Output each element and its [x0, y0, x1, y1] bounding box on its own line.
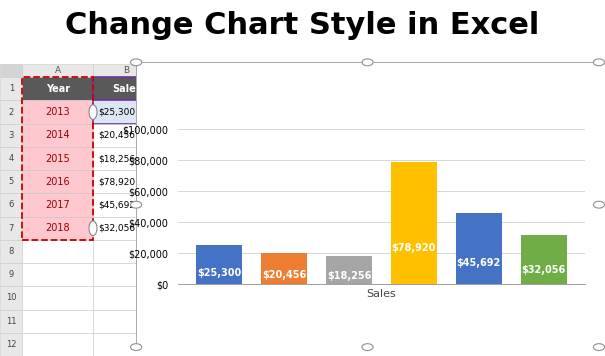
Text: Year: Year — [45, 84, 70, 94]
Text: 8: 8 — [8, 247, 14, 256]
Text: 3: 3 — [8, 131, 14, 140]
Circle shape — [131, 344, 142, 351]
Bar — [22, 240, 93, 263]
Bar — [22, 100, 93, 124]
Text: $18,256: $18,256 — [98, 154, 135, 163]
Bar — [93, 100, 160, 124]
Circle shape — [362, 59, 373, 66]
Bar — [0, 309, 22, 333]
Text: $32,056: $32,056 — [522, 265, 566, 274]
Text: 2: 2 — [8, 108, 14, 116]
Text: 2017: 2017 — [45, 200, 70, 210]
Text: $25,300: $25,300 — [98, 108, 135, 116]
Text: 2015: 2015 — [45, 153, 70, 163]
Text: 2014: 2014 — [45, 130, 70, 140]
Bar — [93, 170, 160, 193]
Circle shape — [594, 344, 604, 351]
Bar — [0, 124, 22, 147]
Bar — [93, 216, 160, 240]
Bar — [93, 124, 160, 147]
Bar — [93, 286, 160, 309]
Bar — [93, 263, 160, 286]
X-axis label: Sales: Sales — [367, 289, 396, 299]
Circle shape — [89, 105, 97, 119]
Bar — [93, 147, 160, 170]
Bar — [0, 240, 22, 263]
Bar — [22, 286, 93, 309]
Bar — [22, 309, 93, 333]
Bar — [93, 309, 160, 333]
Text: 6: 6 — [8, 200, 14, 209]
Text: $45,692: $45,692 — [98, 200, 135, 209]
Text: $20,456: $20,456 — [98, 131, 135, 140]
Text: B: B — [123, 66, 129, 75]
Text: 1: 1 — [8, 84, 14, 93]
Text: 5: 5 — [8, 177, 14, 186]
Bar — [22, 216, 93, 240]
Text: 2018: 2018 — [45, 223, 70, 233]
Bar — [261, 253, 307, 284]
Text: 2016: 2016 — [45, 177, 70, 187]
Text: $18,256: $18,256 — [327, 271, 371, 281]
Bar — [22, 170, 93, 193]
Text: $25,300: $25,300 — [197, 268, 241, 278]
Bar — [0, 147, 22, 170]
Bar — [0, 286, 22, 309]
Bar — [93, 333, 160, 356]
Bar — [0, 100, 22, 124]
Bar — [22, 77, 93, 100]
Circle shape — [594, 201, 604, 208]
Text: 9: 9 — [8, 270, 14, 279]
Bar — [0, 333, 22, 356]
Bar — [521, 235, 566, 284]
Bar — [93, 77, 160, 100]
Text: Change Chart Style in Excel: Change Chart Style in Excel — [65, 11, 540, 40]
Text: 12: 12 — [6, 340, 16, 349]
Text: 4: 4 — [8, 154, 14, 163]
Bar — [0, 77, 22, 100]
Bar — [93, 64, 160, 77]
Bar — [0, 193, 22, 216]
Text: $45,692: $45,692 — [457, 258, 501, 268]
Bar — [22, 333, 93, 356]
Bar — [456, 214, 502, 284]
Circle shape — [362, 344, 373, 351]
Bar — [22, 64, 93, 77]
Bar — [93, 240, 160, 263]
Bar — [22, 77, 93, 240]
Text: $78,920: $78,920 — [98, 177, 135, 186]
Circle shape — [594, 59, 604, 66]
Circle shape — [89, 221, 97, 236]
Bar — [0, 170, 22, 193]
Circle shape — [131, 201, 142, 208]
Text: 10: 10 — [6, 293, 16, 302]
Bar — [22, 193, 93, 216]
Legend: 2013, 2014, 2015, 2016, 2017, 2018: 2013, 2014, 2015, 2016, 2017, 2018 — [238, 354, 525, 356]
Bar — [22, 263, 93, 286]
Circle shape — [131, 59, 142, 66]
Bar — [0, 216, 22, 240]
Bar — [0, 263, 22, 286]
Text: $78,920: $78,920 — [391, 243, 436, 253]
Bar — [93, 193, 160, 216]
Bar — [391, 162, 437, 284]
Text: 11: 11 — [6, 316, 16, 326]
Bar — [326, 256, 371, 284]
Bar — [22, 124, 93, 147]
Text: 2013: 2013 — [45, 107, 70, 117]
Bar — [196, 245, 242, 284]
Text: Sales: Sales — [112, 84, 142, 94]
Bar — [0, 64, 22, 77]
Text: A: A — [54, 66, 60, 75]
Text: $32,056: $32,056 — [98, 224, 135, 233]
Text: $20,456: $20,456 — [262, 270, 306, 280]
Text: 7: 7 — [8, 224, 14, 233]
Bar — [22, 147, 93, 170]
